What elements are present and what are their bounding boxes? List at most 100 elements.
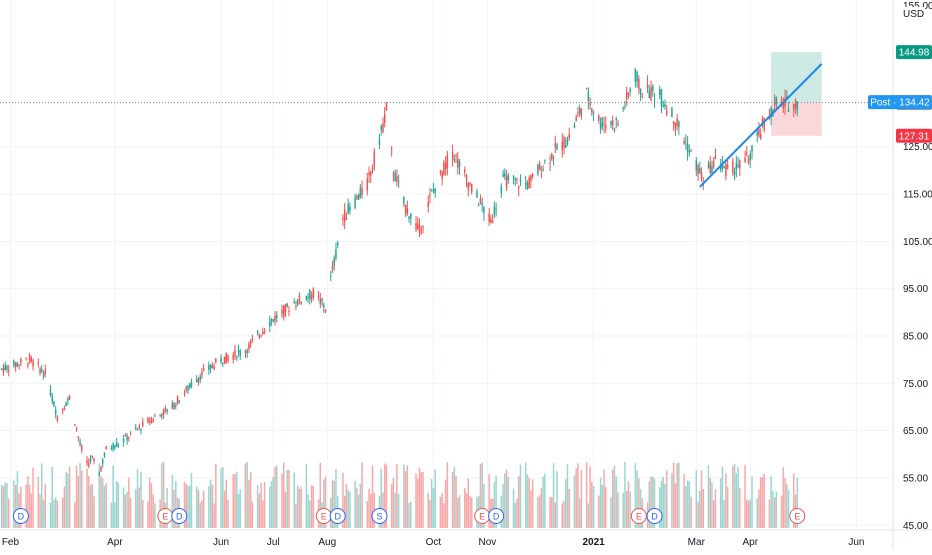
candle-body [464, 169, 466, 173]
volume-bar [700, 470, 703, 528]
candle-body [256, 330, 259, 333]
loss-zone[interactable] [771, 102, 822, 136]
candle-body [599, 123, 602, 130]
volume-bar [114, 502, 116, 528]
split-icon[interactable] [371, 508, 388, 524]
candle-body [359, 187, 362, 198]
event-marker-dividend[interactable]: D [171, 508, 188, 524]
candle-body [524, 183, 527, 185]
candle-body [208, 365, 210, 371]
volume-bar [309, 500, 311, 528]
candle-body [439, 170, 442, 172]
volume-bar [244, 463, 247, 528]
volume-bar [385, 464, 388, 528]
candle-body [671, 107, 673, 118]
volume-bar [617, 491, 619, 528]
volume-bar [54, 497, 57, 528]
event-marker-earnings[interactable]: E [474, 508, 491, 524]
volume-bar [615, 476, 617, 528]
time-axis[interactable]: Feb Apr Jun Jul Aug Oct Nov 2021 Mar Apr Jun [0, 529, 932, 548]
earnings-icon[interactable] [789, 508, 806, 524]
candle-body [676, 118, 678, 126]
volume-bar [128, 477, 130, 528]
candle-body [295, 305, 297, 307]
price-tag-label: 127.31 [899, 131, 930, 142]
volume-bar [542, 476, 544, 528]
event-marker-split[interactable]: S [371, 508, 388, 524]
dividend-icon[interactable] [171, 508, 188, 524]
volume-bar [135, 489, 137, 528]
event-marker-dividend[interactable]: D [646, 508, 663, 524]
volume-bar [263, 482, 266, 528]
candle-body [537, 165, 539, 175]
volume-bar [688, 481, 691, 528]
volume-bar [603, 469, 605, 528]
candle-body [420, 232, 423, 234]
candle-body [18, 364, 20, 366]
dividend-icon[interactable] [488, 508, 505, 524]
candle-body [14, 362, 17, 367]
volume-bar [65, 471, 67, 528]
volume-bar [286, 469, 288, 528]
volume-bar [544, 473, 546, 528]
volume-bar [357, 494, 360, 528]
event-marker-earnings[interactable]: E [157, 508, 174, 524]
volume-bar [20, 486, 22, 528]
event-marker-label: S [376, 512, 382, 522]
event-marker-earnings[interactable]: E [789, 508, 806, 524]
candle-body [227, 355, 229, 361]
volume-bar [209, 479, 212, 528]
profit-zone[interactable] [771, 52, 822, 103]
candle-body [321, 298, 323, 302]
event-marker-earnings[interactable]: E [630, 508, 647, 524]
volume-bar [307, 494, 309, 528]
candle-body [368, 172, 370, 176]
event-marker-dividend[interactable]: D [329, 508, 346, 524]
candle-body [430, 190, 433, 192]
volume-bar [622, 492, 624, 528]
volume-bar [335, 468, 337, 528]
trendline[interactable] [699, 63, 823, 188]
volume-bar [528, 477, 530, 528]
trend-line[interactable] [699, 63, 823, 188]
dividend-icon[interactable] [329, 508, 346, 524]
volume-bar [166, 487, 168, 528]
candle-body [404, 204, 407, 213]
volume-bar [227, 499, 229, 528]
candle-body [653, 99, 656, 101]
volume-bar [100, 475, 102, 528]
volume-bar [140, 471, 142, 528]
candle-body [408, 216, 410, 219]
volume-bar [49, 502, 52, 528]
candle-body [566, 139, 569, 145]
dividend-icon[interactable] [646, 508, 663, 524]
volume-bar [383, 463, 386, 528]
volume-bar [587, 503, 590, 528]
dividend-icon[interactable] [12, 508, 29, 524]
volume-bar [333, 480, 335, 528]
volume-bar [225, 479, 228, 528]
price-axis[interactable]: 45.00 55.00 65.00 75.00 85.00 95.00 105.00 115.… [892, 0, 932, 550]
candle-body [712, 160, 715, 168]
volume-bar [89, 484, 92, 528]
volume-bar [782, 467, 785, 528]
candle-body [110, 447, 113, 449]
event-marker-earnings[interactable]: E [315, 508, 332, 524]
candle-body [269, 320, 271, 327]
candle-body [735, 162, 738, 170]
time-tick-label: Mar [688, 537, 706, 548]
event-marker-dividend[interactable]: D [12, 508, 29, 524]
candle-body [688, 150, 691, 152]
position-tool[interactable] [771, 52, 822, 136]
earnings-icon[interactable] [630, 508, 647, 524]
price-axis-bg [893, 0, 932, 550]
event-marker-label: D [651, 512, 658, 522]
volume-bar [786, 483, 788, 528]
candle-body [627, 92, 630, 95]
volume-bar [796, 477, 799, 528]
event-marker-dividend[interactable]: D [488, 508, 505, 524]
volume-bar [719, 478, 722, 528]
